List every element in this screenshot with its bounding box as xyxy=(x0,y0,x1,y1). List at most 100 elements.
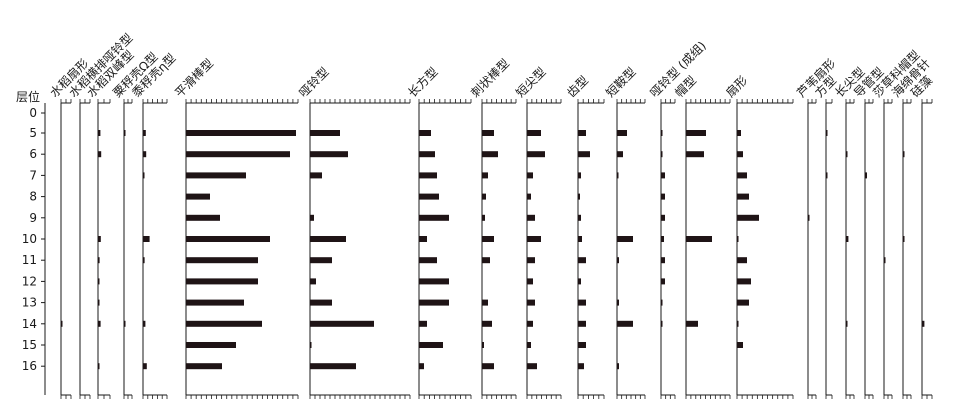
panel-5 xyxy=(142,99,168,399)
bar-22-level-14 xyxy=(922,320,925,327)
bar-6-level-5 xyxy=(186,130,296,136)
bar-9-level-6 xyxy=(482,151,498,158)
bar-19-level-7 xyxy=(865,172,867,179)
panel-3 xyxy=(97,99,111,399)
depth-tick-label: 12 xyxy=(22,274,37,288)
bar-12-level-7 xyxy=(617,172,619,179)
bar-5-level-6 xyxy=(143,151,147,158)
bar-13-level-12 xyxy=(661,278,665,285)
taxon-panels xyxy=(60,99,933,399)
bar-6-level-9 xyxy=(186,214,220,221)
bar-12-level-16 xyxy=(617,363,619,370)
bar-13-level-10 xyxy=(661,236,664,242)
bar-5-level-14 xyxy=(143,320,146,327)
bar-8-level-14 xyxy=(419,320,427,327)
bar-6-level-11 xyxy=(186,257,258,264)
bar-12-level-10 xyxy=(617,236,633,242)
depth-axis-label: 层位 xyxy=(16,89,40,104)
bar-18-level-10 xyxy=(846,236,849,242)
bar-15-level-11 xyxy=(737,257,747,264)
bar-13-level-14 xyxy=(661,320,663,327)
panel-2 xyxy=(79,99,91,399)
depth-tick-label: 0 xyxy=(29,106,37,120)
bar-5-level-5 xyxy=(143,130,146,136)
bar-7-level-10 xyxy=(310,236,346,242)
bar-6-level-15 xyxy=(186,342,236,348)
bar-4-level-14 xyxy=(124,320,126,327)
bar-3-level-14 xyxy=(98,320,101,327)
depth-tick-label: 11 xyxy=(22,253,37,267)
bar-5-level-16 xyxy=(143,363,147,370)
bar-11-level-5 xyxy=(578,130,586,136)
taxon-label: 平滑棒型 xyxy=(172,56,216,100)
bar-18-level-14 xyxy=(846,320,848,327)
depth-tick-label: 15 xyxy=(22,338,37,352)
bar-12-level-13 xyxy=(617,299,619,306)
depth-tick-label: 7 xyxy=(29,168,37,182)
bar-6-level-6 xyxy=(186,151,290,158)
bar-15-level-6 xyxy=(737,151,743,158)
bar-15-level-12 xyxy=(737,278,751,285)
bar-10-level-11 xyxy=(527,257,535,264)
bar-21-level-10 xyxy=(903,236,905,242)
taxon-label: 哑铃型 xyxy=(296,64,332,100)
depth-tick-label: 10 xyxy=(22,232,37,246)
depth-tick-label: 5 xyxy=(29,126,37,140)
panel-14 xyxy=(685,99,731,399)
bar-5-level-7 xyxy=(143,172,145,179)
bar-20-level-11 xyxy=(884,257,886,264)
bar-6-level-13 xyxy=(186,299,244,306)
bar-8-level-7 xyxy=(419,172,437,179)
bar-13-level-11 xyxy=(661,257,665,264)
bar-10-level-12 xyxy=(527,278,533,285)
panel-20 xyxy=(883,99,893,399)
bar-5-level-10 xyxy=(143,236,150,242)
bar-7-level-7 xyxy=(310,172,322,179)
depth-tick-label: 16 xyxy=(22,359,37,373)
bar-6-level-10 xyxy=(186,236,270,242)
bar-11-level-13 xyxy=(578,299,586,306)
bar-10-level-13 xyxy=(527,299,535,306)
bar-7-level-14 xyxy=(310,320,374,327)
bar-9-level-16 xyxy=(482,363,494,370)
bar-14-level-10 xyxy=(686,236,712,242)
bar-11-level-14 xyxy=(578,320,586,327)
bar-8-level-16 xyxy=(419,363,424,370)
bar-12-level-6 xyxy=(617,151,623,158)
bar-9-level-8 xyxy=(482,193,486,200)
bar-9-level-13 xyxy=(482,299,488,306)
panel-13 xyxy=(660,99,676,399)
bar-3-level-11 xyxy=(98,257,100,264)
panel-9 xyxy=(481,99,517,399)
bar-9-level-10 xyxy=(482,236,494,242)
panel-19 xyxy=(864,99,874,399)
panel-7 xyxy=(309,99,411,399)
bar-9-level-5 xyxy=(482,130,494,136)
bar-10-level-5 xyxy=(527,130,541,136)
bar-12-level-5 xyxy=(617,130,627,136)
bar-9-level-7 xyxy=(482,172,488,179)
taxon-label: 短鞍型 xyxy=(603,64,639,100)
bar-11-level-9 xyxy=(578,214,581,221)
bar-12-level-14 xyxy=(617,320,633,327)
panel-4 xyxy=(123,99,133,399)
bar-10-level-10 xyxy=(527,236,541,242)
bar-6-level-8 xyxy=(186,193,210,200)
bar-11-level-15 xyxy=(578,342,586,348)
bar-7-level-5 xyxy=(310,130,340,136)
bar-17-level-7 xyxy=(826,172,828,179)
bar-6-level-16 xyxy=(186,363,222,370)
bar-7-level-6 xyxy=(310,151,348,158)
panel-16 xyxy=(807,99,817,399)
bar-10-level-14 xyxy=(527,320,533,327)
bar-5-level-11 xyxy=(143,257,145,264)
taxon-label: 齿型 xyxy=(564,73,591,100)
bar-9-level-9 xyxy=(482,214,485,221)
panel-1 xyxy=(60,99,72,399)
bar-15-level-15 xyxy=(737,342,743,348)
bar-7-level-16 xyxy=(310,363,356,370)
bar-11-level-10 xyxy=(578,236,582,242)
bar-8-level-6 xyxy=(419,151,435,158)
percentage-bars xyxy=(61,130,925,370)
